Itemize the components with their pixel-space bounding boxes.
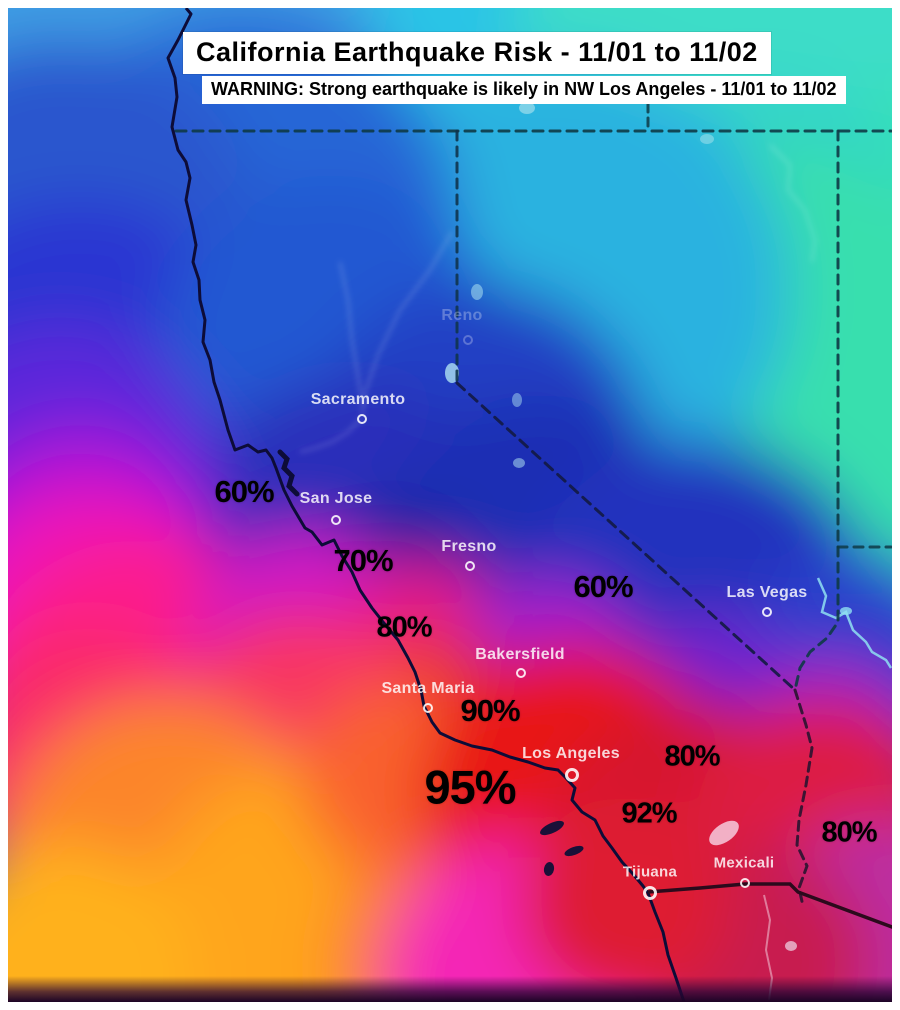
city-dot-san-jose — [331, 515, 341, 525]
channel-islands — [540, 820, 584, 876]
city-dot-bakersfield — [516, 668, 526, 678]
city-label-santa-maria: Santa Maria — [381, 680, 475, 697]
risk-label: 70% — [333, 543, 393, 578]
state-borders — [174, 102, 892, 908]
city-dot-las-vegas — [762, 607, 772, 617]
city-dot-tijuana — [643, 886, 657, 900]
heatmap-svg — [8, 8, 892, 1002]
city-dot-los-angeles — [565, 768, 579, 782]
bottom-shadow — [8, 976, 892, 1002]
risk-label: 80% — [376, 611, 432, 644]
lakes — [445, 102, 852, 951]
risk-label: 60% — [573, 569, 633, 604]
risk-label: 92% — [621, 797, 677, 830]
city-dot-mexicali — [740, 878, 750, 888]
risk-label: 60% — [214, 474, 274, 509]
coastline — [166, 8, 686, 1002]
city-dot-fresno — [465, 561, 475, 571]
city-label-las-vegas: Las Vegas — [726, 584, 808, 601]
city-label-reno: Reno — [441, 307, 483, 324]
city-label-bakersfield: Bakersfield — [475, 646, 565, 663]
risk-label: 80% — [821, 816, 877, 849]
map-labels-layer: Reno Sacramento San Jose Fresno Las Vegas Bak… — [8, 8, 892, 1002]
warning-banner: WARNING: Strong earthquake is likely in … — [202, 76, 846, 104]
river-lines — [299, 144, 816, 453]
heatmap-blobs — [8, 8, 892, 1002]
us-mexico-border — [647, 882, 892, 929]
sf-bay — [277, 449, 300, 497]
map-title: California Earthquake Risk - 11/01 to 11… — [183, 32, 771, 74]
map-canvas: Reno Sacramento San Jose Fresno Las Vegas Bak… — [8, 8, 892, 1002]
city-label-sacramento: Sacramento — [310, 391, 406, 408]
city-label-san-jose: San Jose — [299, 490, 373, 507]
city-dot-santa-maria — [423, 703, 433, 713]
city-label-fresno: Fresno — [441, 538, 497, 555]
city-label-tijuana: Tijuana — [622, 863, 678, 881]
colorado-river — [816, 577, 892, 669]
city-label-los-angeles: Los Angeles — [522, 745, 620, 762]
risk-label: 90% — [460, 693, 520, 728]
city-dot-reno — [463, 335, 473, 345]
city-dot-sacramento — [357, 414, 367, 424]
risk-label: 80% — [664, 740, 720, 773]
risk-label: 95% — [424, 760, 516, 814]
city-label-mexicali: Mexicali — [713, 854, 775, 872]
